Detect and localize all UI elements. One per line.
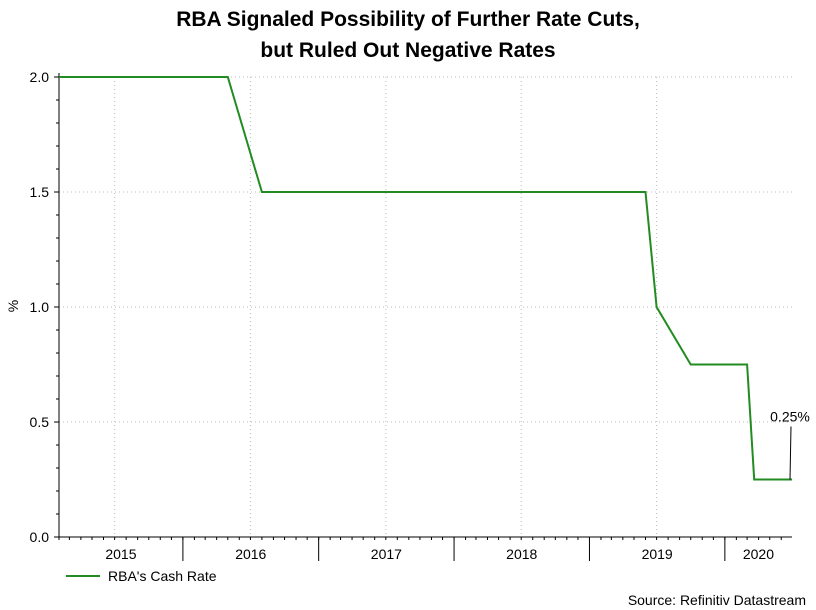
- title-line-2: but Ruled Out Negative Rates: [260, 39, 556, 62]
- series-layer: [59, 76, 792, 481]
- y-axis-ticks: 0.0 0.5 1.0 1.5 2.0: [30, 69, 59, 545]
- y-tick-label: 0.5: [30, 414, 50, 430]
- axes: [58, 73, 792, 538]
- annotation-layer: 0.25%: [770, 409, 810, 480]
- x-axis-ticks: 2015 2016 2017 2018 2019 2020: [58, 537, 782, 562]
- x-tick-label: 2018: [506, 546, 537, 562]
- legend: RBA's Cash Rate: [66, 568, 217, 584]
- x-tick-label: 2019: [642, 546, 673, 562]
- series-line: [59, 76, 792, 481]
- y-tick-label: 1.5: [30, 184, 50, 200]
- x-tick-label: 2015: [105, 546, 136, 562]
- x-tick-label: 2016: [235, 546, 266, 562]
- y-tick-label: 1.0: [30, 299, 50, 315]
- chart-title: RBA Signaled Possibility of Further Rate…: [0, 4, 816, 66]
- y-tick-label: 0.0: [30, 529, 50, 545]
- legend-label: RBA's Cash Rate: [108, 568, 217, 584]
- y-tick-label: 2.0: [30, 69, 50, 85]
- source-note: Source: Refinitiv Datastream: [627, 592, 806, 608]
- annotation-label: 0.25%: [770, 409, 810, 425]
- legend-swatch: [66, 575, 100, 577]
- x-tick-label: 2020: [743, 546, 774, 562]
- x-tick-label: 2017: [371, 546, 402, 562]
- grid-lines: [59, 76, 792, 537]
- annotation-leader: [789, 426, 792, 480]
- title-line-1: RBA Signaled Possibility of Further Rate…: [176, 8, 640, 31]
- y-axis-label: %: [5, 300, 21, 312]
